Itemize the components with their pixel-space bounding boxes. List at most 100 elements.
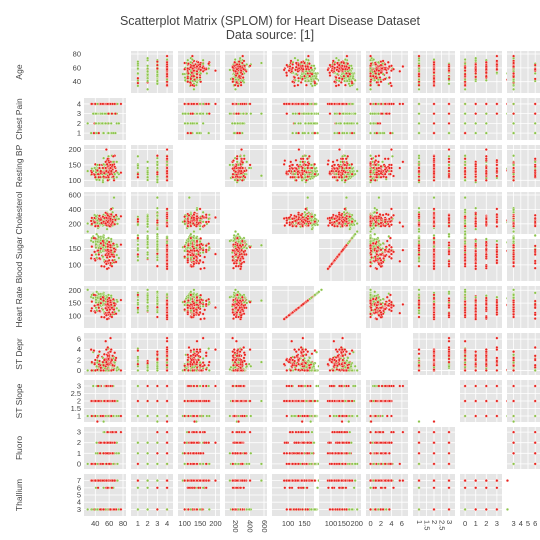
- scatter-point: [346, 74, 350, 78]
- scatter-point: [235, 71, 239, 75]
- scatter-point: [417, 121, 421, 125]
- scatter-point: [495, 62, 499, 66]
- scatter-point: [98, 166, 101, 170]
- scatter-point: [196, 60, 200, 64]
- scatter-point: [463, 112, 467, 116]
- scatter-point: [146, 166, 150, 170]
- scatter-point: [136, 60, 140, 64]
- scatter-point: [447, 112, 451, 116]
- scatter-point: [463, 72, 467, 76]
- scatter-point: [235, 80, 239, 84]
- scatter-point: [183, 78, 187, 82]
- scatter-point: [98, 178, 101, 182]
- scatter-point: [385, 71, 389, 75]
- scatter-point: [310, 72, 314, 76]
- scatter-point: [195, 131, 199, 135]
- scatter-point: [297, 76, 301, 80]
- scatter-point: [195, 69, 199, 73]
- scatter-point: [241, 54, 245, 58]
- scatter-point: [102, 156, 106, 160]
- scatter-point: [190, 58, 194, 61]
- splom-cell-chest_pain-vs-blood_sugar: [272, 98, 323, 140]
- scatter-point: [165, 154, 169, 158]
- scatter-point: [293, 84, 297, 88]
- scatter-point: [310, 112, 314, 116]
- scatter-point: [417, 87, 421, 91]
- scatter-point: [207, 131, 211, 135]
- scatter-point: [287, 69, 291, 73]
- scatter-point: [91, 112, 95, 116]
- scatter-point: [198, 102, 202, 106]
- scatter-point: [90, 167, 94, 171]
- scatter-point: [106, 102, 110, 106]
- scatter-point: [112, 178, 116, 182]
- scatter-point: [296, 69, 300, 73]
- scatter-point: [447, 102, 451, 106]
- scatter-point: [401, 102, 405, 106]
- scatter-point: [333, 112, 337, 116]
- scatter-point: [369, 131, 373, 135]
- scatter-point: [299, 121, 302, 125]
- scatter-point: [228, 68, 232, 72]
- scatter-point: [201, 102, 205, 106]
- scatter-point: [341, 102, 345, 106]
- scatter-point: [432, 102, 436, 106]
- scatter-point: [102, 175, 106, 179]
- scatter-point: [432, 58, 436, 61]
- scatter-point: [417, 54, 421, 58]
- scatter-point: [337, 131, 341, 135]
- scatter-point: [343, 79, 347, 83]
- scatter-point: [102, 131, 106, 135]
- scatter-point: [291, 80, 295, 84]
- scatter-point: [374, 102, 378, 106]
- scatter-point: [146, 79, 150, 83]
- scatter-point: [309, 102, 313, 106]
- scatter-point: [533, 67, 537, 71]
- scatter-point: [107, 131, 110, 135]
- scatter-point: [233, 60, 237, 64]
- scatter-point: [207, 102, 211, 106]
- scatter-point: [337, 63, 341, 67]
- scatter-point: [300, 60, 303, 64]
- scatter-point: [146, 73, 150, 77]
- scatter-point: [388, 131, 392, 135]
- scatter-point: [192, 87, 196, 91]
- scatter-point: [165, 72, 169, 76]
- scatter-point: [95, 102, 99, 106]
- scatter-point: [512, 54, 516, 58]
- scatter-point: [417, 78, 421, 82]
- scatter-point: [417, 131, 421, 135]
- scatter-point: [233, 83, 237, 87]
- scatter-point: [301, 64, 304, 68]
- scatter-point: [146, 67, 150, 70]
- splom-cell-chest_pain-vs-thallium: [507, 98, 540, 140]
- scatter-point: [146, 175, 150, 179]
- scatter-point: [239, 83, 243, 87]
- scatter-point: [116, 171, 119, 175]
- scatter-point: [183, 121, 187, 125]
- scatter-point: [474, 102, 478, 106]
- scatter-point: [463, 66, 467, 70]
- scatter-point: [398, 102, 402, 106]
- scatter-point: [331, 59, 335, 63]
- scatter-point: [241, 121, 245, 125]
- scatter-point: [432, 131, 436, 135]
- scatter-point: [533, 77, 537, 81]
- scatter-point: [86, 169, 90, 173]
- scatter-point: [512, 112, 516, 116]
- scatter-point: [207, 67, 211, 70]
- scatter-point: [165, 58, 169, 61]
- scatter-point: [119, 102, 123, 106]
- scatter-point: [291, 66, 295, 70]
- scatter-point: [186, 71, 190, 75]
- scatter-point: [235, 67, 239, 71]
- scatter-point: [155, 82, 159, 86]
- scatter-point: [303, 79, 307, 83]
- scatter-point: [303, 74, 306, 78]
- scatter-point: [104, 169, 108, 173]
- scatter-point: [484, 60, 488, 64]
- scatter-point: [303, 61, 306, 65]
- scatter-point: [376, 102, 380, 106]
- scatter-point: [106, 157, 110, 161]
- scatter-point: [369, 80, 373, 84]
